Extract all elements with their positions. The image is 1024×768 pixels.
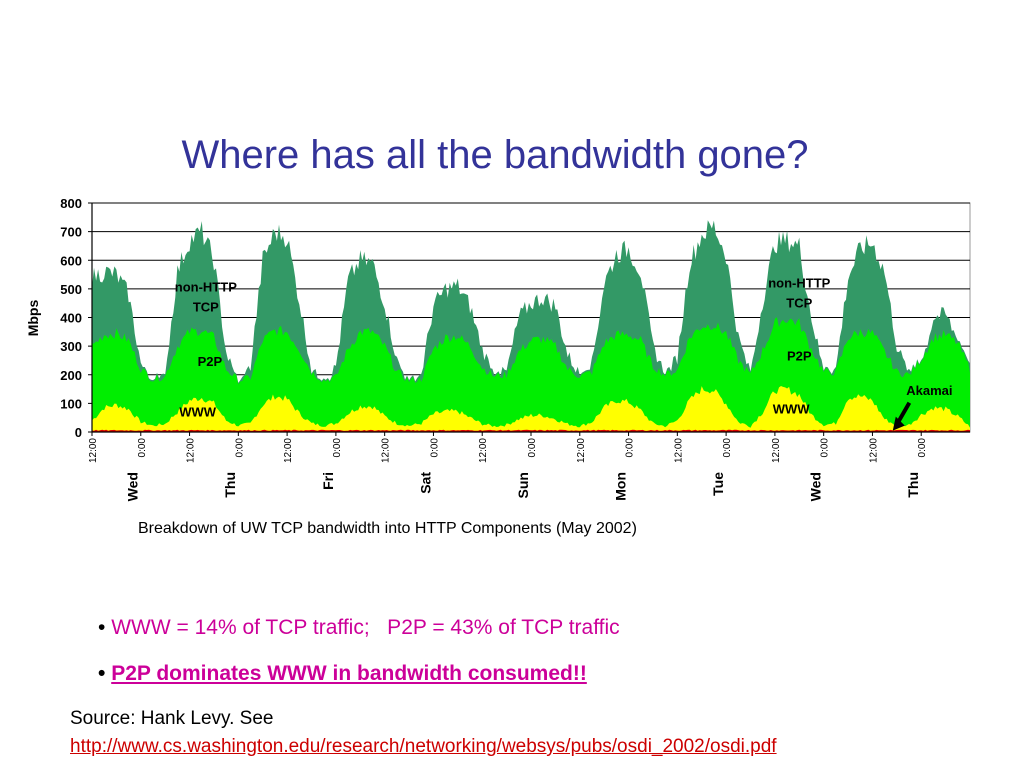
y-tick-labels: 0 100 200 300 400 500 600 700 800 xyxy=(60,196,92,440)
y-axis-label: Mbps xyxy=(25,300,41,337)
x-tick-label: 12:00 xyxy=(283,438,294,463)
y-tick-label: 200 xyxy=(60,368,82,383)
annotation: WWW xyxy=(773,401,811,416)
x-tick-label: 12:00 xyxy=(771,438,782,463)
chart-caption: Breakdown of UW TCP bandwidth into HTTP … xyxy=(138,520,637,537)
day-label: Wed xyxy=(125,472,141,501)
annotation-label: P2P xyxy=(787,348,812,363)
x-tick-label: 0:00 xyxy=(625,438,636,458)
y-tick-label: 100 xyxy=(60,396,82,411)
annotation-label: TCP xyxy=(193,300,219,315)
y-tick-label: 500 xyxy=(60,282,82,297)
x-tick-label: 12:00 xyxy=(186,438,197,463)
x-tick-label: 0:00 xyxy=(527,438,538,458)
slide-title: Where has all the bandwidth gone? xyxy=(181,133,809,177)
annotation: non-HTTP TCP xyxy=(175,280,237,315)
source-link[interactable]: http://www.cs.washington.edu/research/ne… xyxy=(70,736,777,757)
day-label: Thu xyxy=(905,472,921,498)
annotations: non-HTTP TCP P2P WWW non-HTTP TCP P2P WWW Akamai xyxy=(175,275,952,431)
x-tick-label: 12:00 xyxy=(88,438,99,463)
day-label: Wed xyxy=(808,472,824,501)
bullet-www-p2p-share: • WWW = 14% of TCP traffic; P2P = 43% of… xyxy=(98,616,620,639)
arrow-head xyxy=(892,416,905,431)
annotation: P2P xyxy=(198,354,223,369)
series-area-www xyxy=(92,386,970,432)
annotation: P2P xyxy=(787,348,812,363)
y-tick-label: 400 xyxy=(60,311,82,326)
day-label: Thu xyxy=(222,472,238,498)
x-tick-label: 0:00 xyxy=(820,438,831,458)
x-tick-label: 12:00 xyxy=(478,438,489,463)
y-tick-label: 300 xyxy=(60,339,82,354)
x-tick-label: 0:00 xyxy=(429,438,440,458)
series-area-p2p xyxy=(92,317,970,432)
x-tick-labels: 12:00 0:00 12:00 0:00 12:00 0:00 12:00 0:00 12:0… xyxy=(88,432,928,463)
annotation-label: WWW xyxy=(179,404,217,419)
y-tick-label: 600 xyxy=(60,253,82,268)
annotation-label: non-HTTP xyxy=(768,275,830,290)
x-tick-label: 0:00 xyxy=(722,438,733,458)
x-tick-label: 0:00 xyxy=(137,438,148,458)
annotation: Akamai xyxy=(892,383,952,431)
day-label: Sat xyxy=(417,472,433,494)
annotation-label: WWW xyxy=(773,401,811,416)
x-tick-label: 12:00 xyxy=(673,438,684,463)
source-credit: Source: Hank Levy. See xyxy=(70,708,274,729)
x-tick-label: 0:00 xyxy=(234,438,245,458)
x-tick-label: 12:00 xyxy=(576,438,587,463)
day-labels: Wed Thu Fri Sat Sun Mon Tue Wed Thu xyxy=(125,472,921,502)
day-label: Mon xyxy=(612,472,628,501)
day-label: Sun xyxy=(515,472,531,498)
y-tick-label: 700 xyxy=(60,225,82,240)
annotation-label: non-HTTP xyxy=(175,280,237,295)
annotation-label: TCP xyxy=(786,295,812,310)
x-tick-label: 0:00 xyxy=(917,438,928,458)
bullet-text: P2P dominates WWW in bandwidth consumed!… xyxy=(111,662,587,685)
stacked-areas xyxy=(92,220,970,432)
bullet-text: WWW = 14% of TCP traffic; P2P = 43% of T… xyxy=(111,616,620,639)
x-tick-label: 0:00 xyxy=(332,438,343,458)
bullet-p2p-dominates: • P2P dominates WWW in bandwidth consume… xyxy=(98,662,587,685)
day-label: Fri xyxy=(320,472,336,490)
annotation-label: P2P xyxy=(198,354,223,369)
day-label: Tue xyxy=(710,472,726,496)
y-tick-label: 0 xyxy=(75,425,82,440)
annotation: non-HTTP TCP xyxy=(768,275,830,310)
annotation: WWW xyxy=(179,404,217,419)
y-tick-label: 800 xyxy=(60,196,82,211)
x-tick-label: 12:00 xyxy=(381,438,392,463)
x-tick-label: 12:00 xyxy=(868,438,879,463)
annotation-label: Akamai xyxy=(906,383,952,398)
